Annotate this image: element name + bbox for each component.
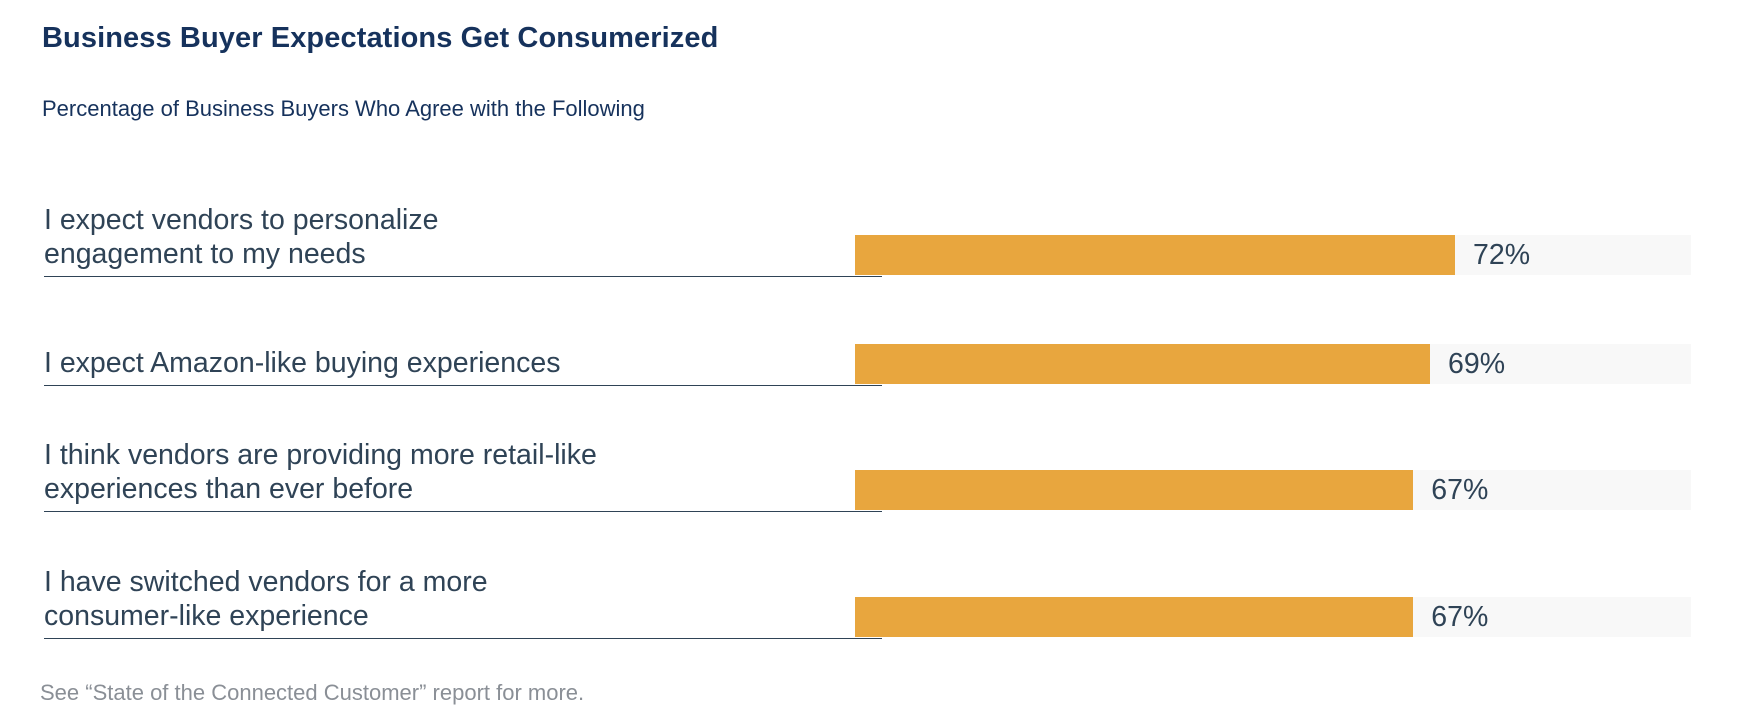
bar-value-label: 67%: [1431, 474, 1489, 506]
footnote: See “State of the Connected Customer” re…: [40, 680, 585, 705]
bar: [855, 597, 1414, 637]
category-underline: [44, 511, 882, 512]
bar-value-label: 67%: [1431, 601, 1489, 633]
bar: [855, 470, 1414, 510]
chart-title: Business Buyer Expectations Get Consumer…: [42, 22, 719, 54]
bar: [855, 344, 1430, 384]
category-label: I expect vendors to personalize engageme…: [44, 204, 439, 270]
category-label: I think vendors are providing more retai…: [44, 439, 597, 505]
category-label: I have switched vendors for a more consu…: [44, 566, 488, 632]
category-label: I expect Amazon-like buying experiences: [44, 347, 561, 379]
category-underline: [44, 276, 882, 277]
category-underline: [44, 385, 882, 386]
bar: [855, 235, 1455, 275]
bar-value-label: 69%: [1448, 348, 1506, 380]
category-underline: [44, 638, 882, 639]
bar-value-label: 72%: [1473, 239, 1531, 271]
chart-subtitle: Percentage of Business Buyers Who Agree …: [42, 96, 645, 121]
